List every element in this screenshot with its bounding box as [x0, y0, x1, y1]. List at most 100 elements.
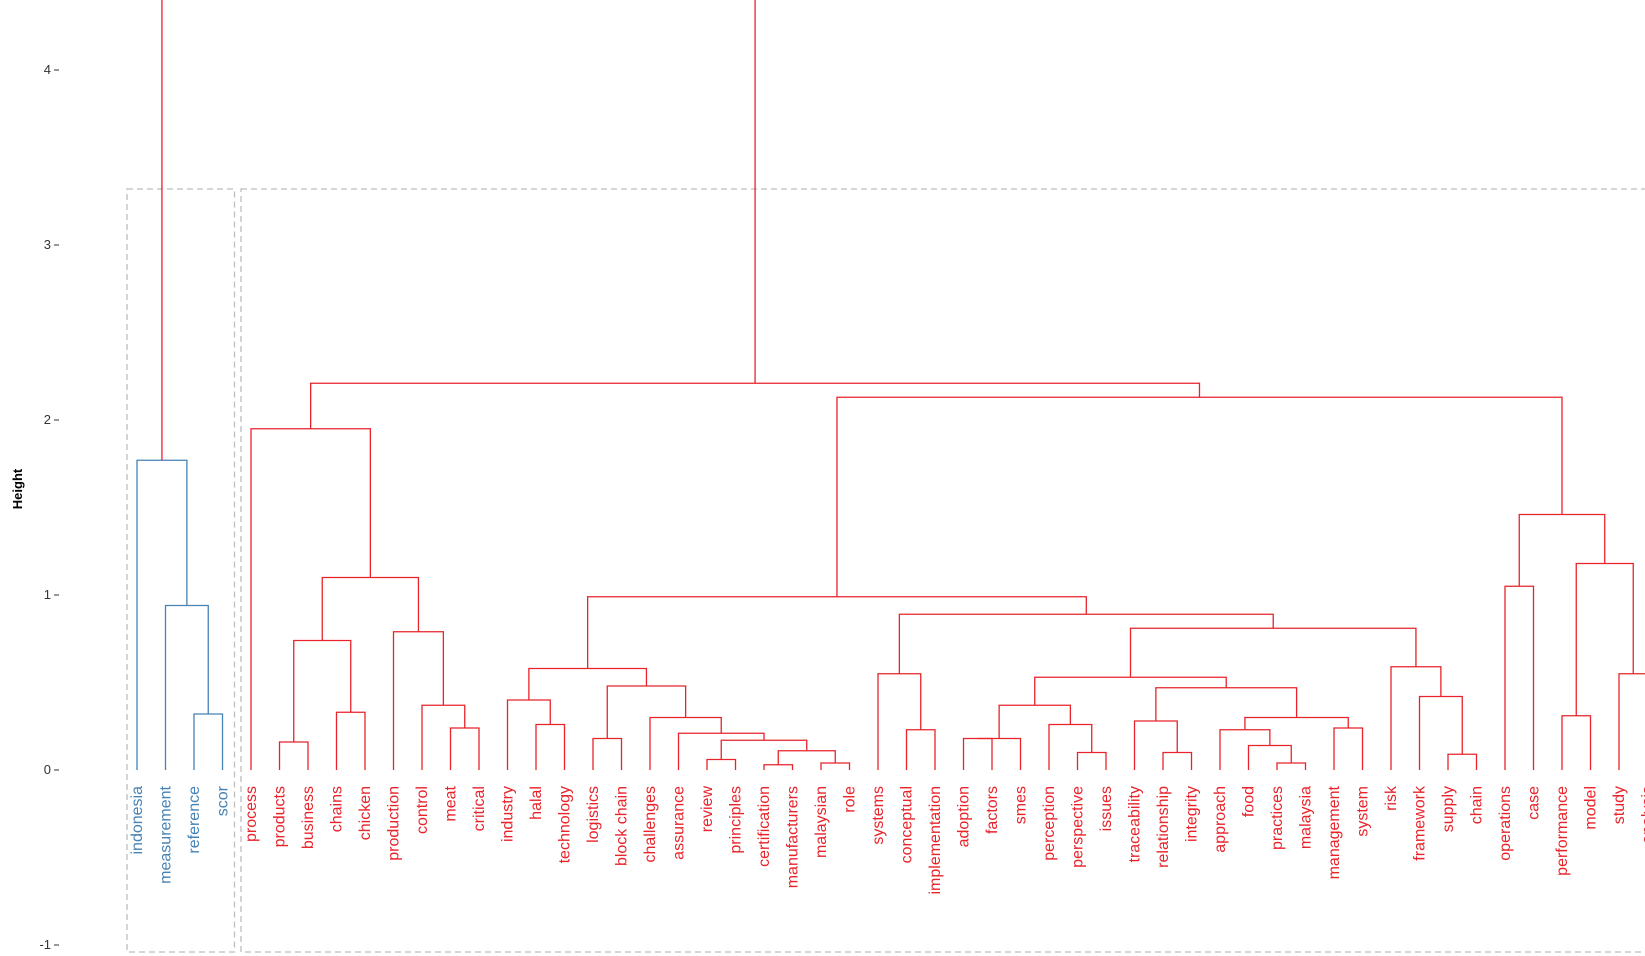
leaf-label: technology	[557, 786, 574, 863]
branch-b6	[392, 631, 445, 770]
branch-c12	[528, 667, 648, 700]
leaf-label: process	[243, 786, 260, 842]
branch-c4	[763, 764, 794, 770]
leaf-label: issues	[1098, 786, 1115, 831]
branch-b4	[449, 727, 480, 770]
branch-d9	[1133, 720, 1178, 770]
leaf-label: critical	[471, 786, 488, 831]
branch-d19	[1390, 666, 1442, 770]
leaf-label: conceptual	[899, 786, 916, 863]
leaf-label: smes	[1013, 786, 1030, 824]
y-tick-label: -1	[39, 937, 51, 952]
branch-d17	[1447, 753, 1478, 770]
branch-f1	[310, 382, 1201, 429]
leaf-label: challenges	[642, 786, 659, 863]
branch-d14	[1244, 716, 1349, 730]
leaf-label: traceability	[1127, 786, 1144, 862]
cluster-box-1	[126, 188, 236, 953]
branch-c3	[592, 737, 623, 770]
branch-root	[161, 0, 756, 461]
branch-d22	[587, 596, 1087, 669]
cluster-box-2	[240, 188, 1645, 953]
branch-d16	[1034, 676, 1227, 706]
leaf-label: food	[1241, 786, 1258, 817]
leaf-label: factors	[984, 786, 1001, 834]
branch-c2	[506, 699, 551, 770]
y-tick-label: 4	[44, 62, 51, 77]
branch-b5	[421, 704, 466, 770]
leaf-label: chains	[329, 786, 346, 832]
y-tick-label: 0	[44, 762, 51, 777]
leaf-label: halal	[528, 786, 545, 820]
y-axis: -1 0 1 2 3 4	[39, 62, 59, 952]
leaf-label: production	[386, 786, 403, 861]
branch-b7	[321, 576, 420, 641]
leaf-label: perception	[1041, 786, 1058, 861]
leaf-label: chicken	[357, 786, 374, 840]
leaf-label: adoption	[956, 786, 973, 847]
leaf-label: system	[1355, 786, 1372, 837]
branch-b8	[250, 428, 371, 770]
leaf-label: analysis	[1640, 786, 1645, 844]
branch-d1	[905, 729, 936, 770]
y-axis-title: Height	[10, 468, 25, 509]
leaf-label: manufacturers	[785, 786, 802, 888]
branch-d5	[1076, 751, 1107, 770]
branch-d10	[1276, 762, 1307, 770]
leaf-label: reference	[186, 786, 203, 854]
leaf-label: study	[1611, 786, 1628, 824]
leaf-label: risk	[1383, 785, 1400, 811]
branch-b1	[278, 741, 309, 770]
leaf-label: management	[1326, 785, 1343, 879]
leaf-label: practices	[1269, 786, 1286, 850]
branch-c11	[606, 685, 687, 739]
branch-c7	[706, 758, 737, 770]
branch-d4	[977, 737, 1022, 770]
leaf-label: industry	[500, 786, 517, 842]
leaf-label: integrity	[1184, 786, 1201, 842]
branch-a3	[136, 459, 188, 770]
leaf-label: malaysia	[1298, 786, 1315, 849]
branch-d18	[1418, 695, 1463, 770]
leaf-label: approach	[1212, 786, 1229, 853]
leaf-label: control	[414, 786, 431, 834]
branch-d15	[1155, 687, 1298, 721]
leaf-label: products	[272, 786, 289, 847]
leaf-label: operations	[1497, 786, 1514, 861]
leaf-label: logistics	[585, 786, 602, 843]
leaf-label: meat	[443, 785, 460, 821]
branch-e6	[836, 396, 1563, 597]
branch-d6	[1048, 723, 1093, 770]
branch-e4	[1575, 562, 1634, 716]
branch-c8	[720, 739, 808, 760]
leaf-label: model	[1583, 786, 1600, 830]
y-tick-label: 1	[44, 587, 51, 602]
leaf-label: relationship	[1155, 786, 1172, 868]
leaf-label: review	[699, 786, 716, 833]
leaf-label: systems	[870, 786, 887, 845]
leaf-label: malaysian	[813, 786, 830, 858]
branch-d7	[998, 704, 1072, 739]
branch-d8	[1162, 751, 1193, 770]
leaf-label: principles	[728, 786, 745, 854]
dendrogram-branches	[136, 0, 1645, 770]
branch-b2	[335, 711, 366, 770]
branch-c1	[535, 723, 566, 770]
branch-c10	[649, 716, 722, 770]
branch-e3	[1618, 673, 1645, 770]
branch-a2	[164, 604, 209, 770]
branch-a1	[193, 713, 224, 770]
leaf-label: block chain	[614, 786, 631, 866]
branch-d3	[962, 737, 993, 770]
leaf-label: performance	[1554, 786, 1571, 876]
y-tick-label: 3	[44, 237, 51, 252]
branch-e2	[1561, 715, 1592, 770]
leaf-label: role	[842, 786, 859, 813]
leaf-label: case	[1526, 786, 1543, 820]
branch-d21	[898, 613, 1274, 674]
leaf-label: perspective	[1070, 786, 1087, 868]
branch-e5	[1518, 513, 1606, 587]
branch-d2	[877, 673, 922, 770]
branch-d11	[1247, 744, 1292, 770]
leaf-label: certification	[756, 786, 773, 867]
